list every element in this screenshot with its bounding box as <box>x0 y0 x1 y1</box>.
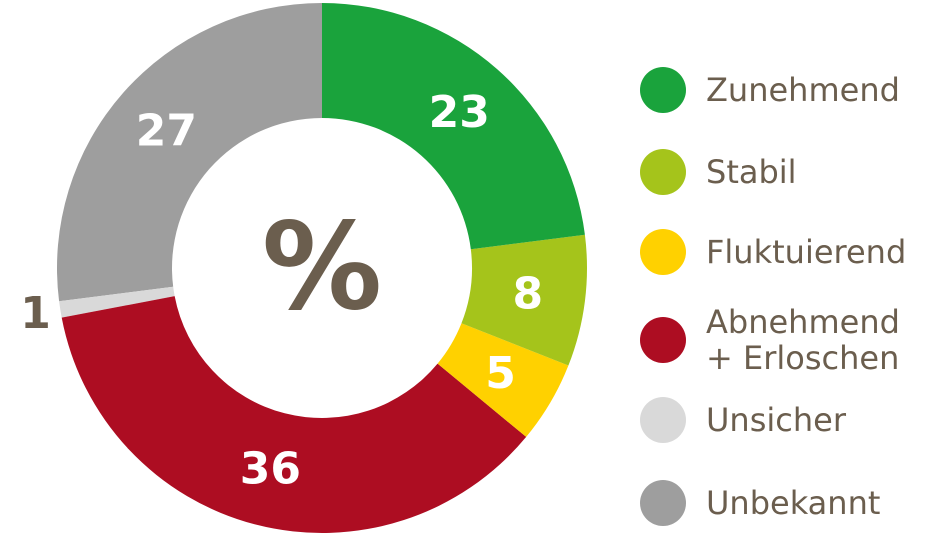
slice <box>59 286 175 318</box>
center-label: % <box>262 199 382 338</box>
slice <box>56 3 322 302</box>
legend-item: Stabil <box>640 136 921 208</box>
value-label: 5 <box>485 348 516 399</box>
value-label: 23 <box>429 87 490 138</box>
legend-item: Fluktuierend <box>640 216 921 288</box>
legend-swatch <box>640 397 686 443</box>
legend-swatch <box>640 480 686 526</box>
legend-label: Zunehmend <box>706 71 900 109</box>
legend-item: Unsicher <box>640 384 921 456</box>
value-label: 36 <box>240 443 301 494</box>
legend-label: Unsicher <box>706 401 846 439</box>
value-label: 27 <box>136 105 197 156</box>
legend-label: Unbekannt <box>706 484 881 522</box>
slice <box>61 296 527 534</box>
legend-label: Abnehmend + Erloschen <box>706 303 900 377</box>
legend-item: Zunehmend <box>640 54 921 126</box>
legend-label: Fluktuierend <box>706 233 907 271</box>
slice <box>437 323 569 437</box>
slice <box>461 234 587 366</box>
legend-swatch <box>640 149 686 195</box>
legend-swatch <box>640 67 686 113</box>
value-label: 8 <box>513 269 544 320</box>
legend-item: Unbekannt <box>640 467 921 536</box>
slice <box>322 3 585 250</box>
value-label: 1 <box>20 288 51 339</box>
legend-swatch <box>640 229 686 275</box>
legend-item: Abnehmend + Erloschen <box>640 304 921 376</box>
legend-label: Stabil <box>706 153 797 191</box>
legend-swatch <box>640 317 686 363</box>
